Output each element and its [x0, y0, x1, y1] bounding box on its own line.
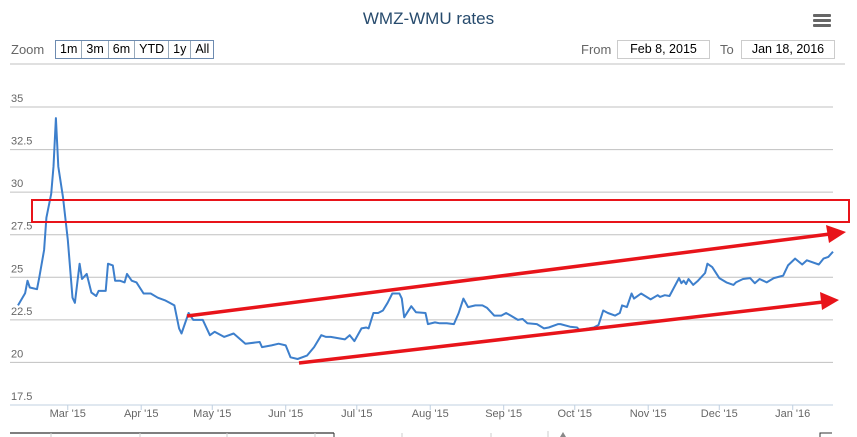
x-tick-label: Mar '15 [50, 408, 86, 420]
y-tick-label: 20 [11, 348, 23, 360]
x-tick-label: Jun '15 [268, 408, 303, 420]
x-tick-label: May '15 [193, 408, 231, 420]
y-tick-label: 35 [11, 93, 23, 105]
x-tick-label: Sep '15 [485, 408, 522, 420]
y-tick-label: 30 [11, 178, 23, 190]
annotation-arrow-lower [298, 292, 839, 365]
zoom-buttons: 1m 3m 6m YTD 1y All [55, 40, 215, 59]
x-tick-label: Jul '15 [341, 408, 372, 420]
zoom-1y-button[interactable]: 1y [169, 41, 192, 58]
zoom-label: Zoom [11, 42, 45, 57]
navigator-scroll-up-icon [560, 432, 566, 437]
annotation-rectangle [31, 199, 850, 223]
x-tick-label: Oct '15 [558, 408, 593, 420]
x-tick-label: Jan '16 [775, 408, 810, 420]
y-tick-label: 27.5 [11, 221, 32, 233]
navigator[interactable] [10, 431, 832, 437]
zoom-3m-button[interactable]: 3m [82, 41, 109, 58]
x-tick-label: Nov '15 [630, 408, 667, 420]
series-line-wmz-wmu [17, 117, 834, 360]
to-label: To [720, 42, 734, 57]
from-date-input[interactable]: Feb 8, 2015 [617, 40, 710, 59]
y-tick-label: 32.5 [11, 136, 32, 148]
to-date-input[interactable]: Jan 18, 2016 [741, 40, 835, 59]
y-tick-label: 25 [11, 263, 23, 275]
y-tick-label: 22.5 [11, 306, 32, 318]
x-tick-label: Aug '15 [412, 408, 449, 420]
x-tick-label: Apr '15 [124, 408, 159, 420]
zoom-6m-button[interactable]: 6m [108, 41, 136, 58]
zoom-all-button[interactable]: All [191, 41, 214, 58]
zoom-1m-button[interactable]: 1m [56, 41, 83, 58]
hamburger-menu-icon[interactable] [813, 14, 831, 28]
chart-title: WMZ-WMU rates [362, 9, 495, 28]
from-label: From [581, 42, 612, 57]
x-tick-label: Dec '15 [701, 408, 738, 420]
zoom-ytd-button[interactable]: YTD [135, 41, 170, 58]
y-tick-label: 17.5 [11, 391, 32, 403]
annotation-arrow-upper [186, 225, 846, 318]
